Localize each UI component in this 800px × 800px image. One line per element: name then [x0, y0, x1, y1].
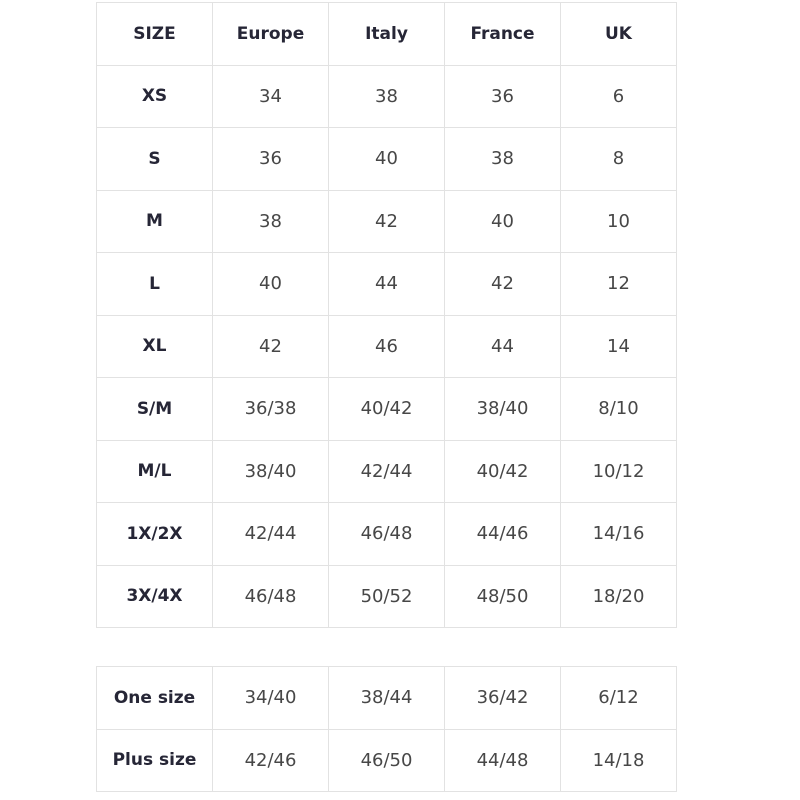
size-value-cell: 46/50 — [328, 728, 445, 792]
size-value-cell: 40/42 — [328, 377, 445, 441]
size-label-cell: XL — [96, 314, 213, 378]
table-row: M/L 38/40 42/44 40/42 10/12 — [96, 439, 677, 503]
table-row: One size 34/40 38/44 36/42 6/12 — [96, 666, 677, 730]
size-label-cell: 1X/2X — [96, 502, 213, 566]
size-value-cell: 44 — [328, 252, 445, 316]
size-value-cell: 42 — [328, 189, 445, 253]
size-value-cell: 36/42 — [444, 666, 561, 730]
size-value-cell: 36/38 — [212, 377, 329, 441]
size-value-cell: 38/40 — [212, 439, 329, 503]
size-value-cell: 42 — [212, 314, 329, 378]
size-value-cell: 40 — [328, 127, 445, 191]
column-header: France — [444, 2, 561, 66]
size-value-cell: 38/44 — [328, 666, 445, 730]
size-value-cell: 46 — [328, 314, 445, 378]
size-value-cell: 6 — [560, 64, 677, 128]
size-value-cell: 8 — [560, 127, 677, 191]
size-value-cell: 12 — [560, 252, 677, 316]
column-header: UK — [560, 2, 677, 66]
table-row: XS 34 38 36 6 — [96, 64, 677, 128]
column-header: SIZE — [96, 2, 213, 66]
size-value-cell: 14 — [560, 314, 677, 378]
size-value-cell: 44/48 — [444, 728, 561, 792]
size-value-cell: 18/20 — [560, 564, 677, 628]
size-value-cell: 38 — [444, 127, 561, 191]
special-sizes-table: One size 34/40 38/44 36/42 6/12 Plus size 42/4… — [96, 666, 677, 792]
header-row: SIZE Europe Italy France UK — [96, 2, 677, 66]
size-value-cell: 38 — [212, 189, 329, 253]
size-label-cell: M/L — [96, 439, 213, 503]
size-value-cell: 46/48 — [212, 564, 329, 628]
size-conversion-table: SIZE Europe Italy France UK XS 34 38 36 6 S 36 40 38 8… — [96, 2, 677, 628]
size-value-cell: 10/12 — [560, 439, 677, 503]
size-value-cell: 10 — [560, 189, 677, 253]
size-label-cell: M — [96, 189, 213, 253]
size-value-cell: 50/52 — [328, 564, 445, 628]
table-row: L 40 44 42 12 — [96, 252, 677, 316]
size-value-cell: 40/42 — [444, 439, 561, 503]
size-value-cell: 36 — [444, 64, 561, 128]
size-value-cell: 44/46 — [444, 502, 561, 566]
table-row: XL 42 46 44 14 — [96, 314, 677, 378]
size-value-cell: 14/18 — [560, 728, 677, 792]
size-value-cell: 36 — [212, 127, 329, 191]
size-label-cell: L — [96, 252, 213, 316]
size-value-cell: 40 — [212, 252, 329, 316]
size-label-cell: 3X/4X — [96, 564, 213, 628]
size-value-cell: 34 — [212, 64, 329, 128]
size-value-cell: 48/50 — [444, 564, 561, 628]
size-value-cell: 42 — [444, 252, 561, 316]
size-value-cell: 42/44 — [328, 439, 445, 503]
size-value-cell: 40 — [444, 189, 561, 253]
size-label-cell: S/M — [96, 377, 213, 441]
column-header: Italy — [328, 2, 445, 66]
table-row: S 36 40 38 8 — [96, 127, 677, 191]
table-row: S/M 36/38 40/42 38/40 8/10 — [96, 377, 677, 441]
table-row: M 38 42 40 10 — [96, 189, 677, 253]
table-row: 3X/4X 46/48 50/52 48/50 18/20 — [96, 564, 677, 628]
size-value-cell: 38 — [328, 64, 445, 128]
size-label-cell: XS — [96, 64, 213, 128]
size-value-cell: 46/48 — [328, 502, 445, 566]
table-row: Plus size 42/46 46/50 44/48 14/18 — [96, 728, 677, 792]
size-value-cell: 42/44 — [212, 502, 329, 566]
size-label-cell: One size — [96, 666, 213, 730]
size-label-cell: S — [96, 127, 213, 191]
size-value-cell: 38/40 — [444, 377, 561, 441]
size-value-cell: 6/12 — [560, 666, 677, 730]
column-header: Europe — [212, 2, 329, 66]
size-value-cell: 42/46 — [212, 728, 329, 792]
table-row: 1X/2X 42/44 46/48 44/46 14/16 — [96, 502, 677, 566]
size-value-cell: 14/16 — [560, 502, 677, 566]
size-value-cell: 44 — [444, 314, 561, 378]
size-value-cell: 34/40 — [212, 666, 329, 730]
size-label-cell: Plus size — [96, 728, 213, 792]
size-value-cell: 8/10 — [560, 377, 677, 441]
